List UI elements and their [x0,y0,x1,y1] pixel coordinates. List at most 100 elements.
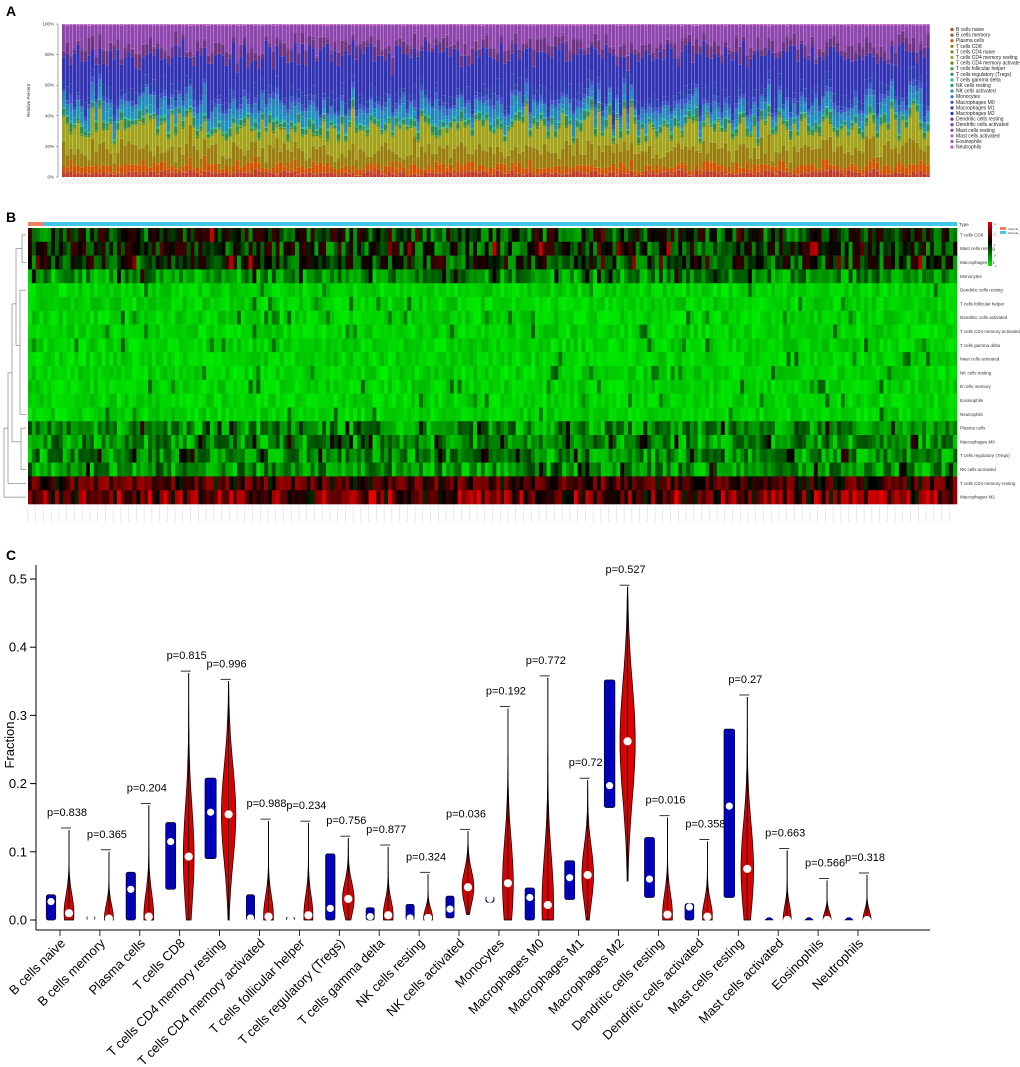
bar-segment [416,167,420,175]
bar-segment [600,24,605,49]
bar-segment [362,129,366,131]
bar-segment [662,96,666,102]
bar-segment [257,162,261,171]
bar-segment [676,142,681,144]
bar-segment [477,120,482,122]
bar-segment [745,127,749,129]
bar-segment [496,117,500,119]
x-tick-label-a [68,176,75,185]
bar-segment [470,109,475,115]
bar-segment [796,166,800,175]
bar-segment [101,141,106,165]
bar-segment [561,32,565,36]
bar-segment [94,171,98,173]
bar-segment [438,110,442,121]
bar-segment [65,53,69,87]
bar-segment [626,55,630,56]
bar-segment [568,120,572,125]
bar-segment [658,132,663,134]
bar-segment [481,39,485,48]
bar-segment [807,146,811,166]
bar-segment [250,24,254,47]
bar-segment [373,153,377,154]
bar-segment [553,45,558,89]
bar-segment [655,174,659,177]
bar-segment [231,24,236,36]
bar-segment [586,24,590,25]
bar-segment [279,120,283,123]
bar-segment [354,25,359,45]
bar-segment [250,107,254,114]
bar-segment [825,115,829,118]
bar-segment [109,99,113,103]
bar-segment [680,127,684,129]
bar-segment [177,45,182,48]
bar-segment [687,110,692,111]
bar-segment [109,165,113,173]
bar-segment [376,104,380,108]
bar-segment [713,120,717,122]
bar-segment [535,126,540,129]
bar-segment [539,95,543,101]
bar-segment [430,108,435,121]
bar-segment [72,128,77,154]
bar-segment [412,84,417,101]
bar-segment [778,117,782,153]
bar-segment [148,120,153,151]
bar-segment [774,24,778,52]
bar-segment [463,43,467,56]
bar-segment [271,50,276,54]
bar-segment [365,108,370,114]
bar-segment [336,65,341,99]
bar-segment [83,129,88,131]
bar-segment [83,156,88,166]
bar-segment [137,149,142,166]
bar-segment [774,173,778,175]
x-tick-label-a [545,176,553,185]
bar-segment [778,152,782,154]
bar-segment [611,137,616,142]
bar-segment [329,126,333,156]
bar-segment [644,24,648,25]
bar-segment [655,130,659,137]
bar-segment [604,34,608,45]
bar-segment [156,132,160,135]
bar-segment [286,123,290,132]
bar-segment [456,129,460,131]
bar-segment [420,24,424,45]
x-tick-label-a [281,176,289,185]
bar-segment [315,128,319,130]
bar-segment [177,82,182,92]
bar-segment [159,122,163,125]
bar-segment [271,53,276,69]
bar-segment [217,25,221,42]
bar-segment [546,43,550,46]
bar-segment [799,120,804,122]
bar-segment [503,63,507,111]
bar-segment [90,49,95,70]
bar-segment [539,121,543,154]
x-tick-label-a [618,176,625,185]
bar-segment [344,141,348,158]
bar-segment [94,24,98,55]
bar-segment [629,90,634,98]
bar-segment [163,152,167,163]
bar-segment [195,39,200,42]
bar-segment [825,86,829,92]
bar-segment [221,44,225,56]
bar-segment [62,52,66,58]
bar-segment [423,90,427,96]
bar-segment [477,56,482,94]
bar-segment [835,112,840,122]
bar-segment [188,24,192,25]
bar-segment [72,166,77,174]
bar-segment [275,118,279,121]
bar-segment [210,129,214,135]
bar-segment [821,119,825,122]
bar-segment [481,150,485,166]
bar-segment [148,92,153,96]
bar-segment [633,105,637,110]
bar-segment [213,55,218,100]
bar-segment [694,121,699,151]
bar-segment [391,132,395,136]
